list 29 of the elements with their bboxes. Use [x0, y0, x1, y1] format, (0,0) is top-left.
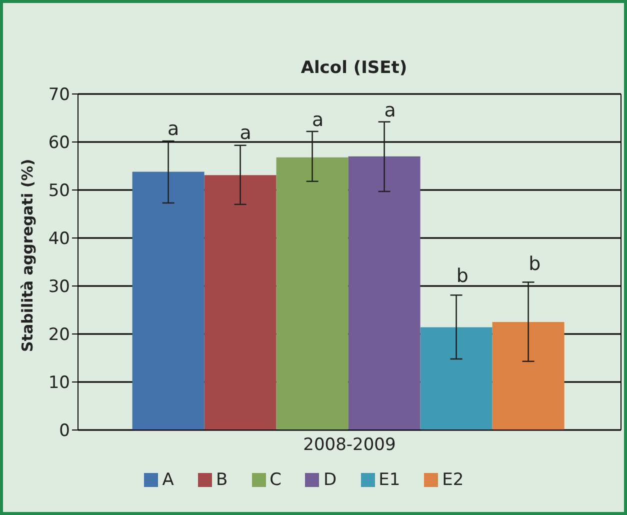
legend-label: E1	[378, 470, 400, 490]
bar	[276, 157, 348, 430]
x-tick-label: 2008-2009	[303, 435, 396, 456]
legend-label: E2	[442, 470, 464, 490]
data-label: b	[528, 252, 541, 275]
legend-label: A	[162, 470, 174, 490]
y-tick-label: 40	[48, 229, 70, 250]
y-tick-label: 50	[48, 181, 70, 202]
bar	[132, 172, 204, 430]
legend-label: C	[270, 470, 282, 490]
data-label: b	[456, 265, 468, 288]
legend-label: D	[323, 470, 337, 490]
data-label: a	[240, 122, 252, 144]
y-tick-label: 70	[48, 85, 70, 106]
y-tick-label: 60	[48, 133, 70, 154]
bar	[348, 156, 420, 430]
y-tick-label: 20	[48, 325, 70, 346]
data-label: a	[384, 100, 396, 122]
y-tick-label: 10	[48, 373, 70, 394]
data-label: a	[168, 118, 180, 140]
y-tick-label: 30	[48, 277, 70, 298]
bar	[492, 322, 564, 430]
chart-title: Alcol (ISEt)	[300, 58, 408, 78]
bar	[420, 327, 492, 430]
bar	[204, 175, 276, 430]
data-label: a	[312, 108, 324, 131]
legend-label: B	[216, 470, 228, 490]
y-tick-label: 0	[59, 421, 70, 442]
y-axis-title: Stabilità aggregati (%)	[18, 158, 36, 352]
